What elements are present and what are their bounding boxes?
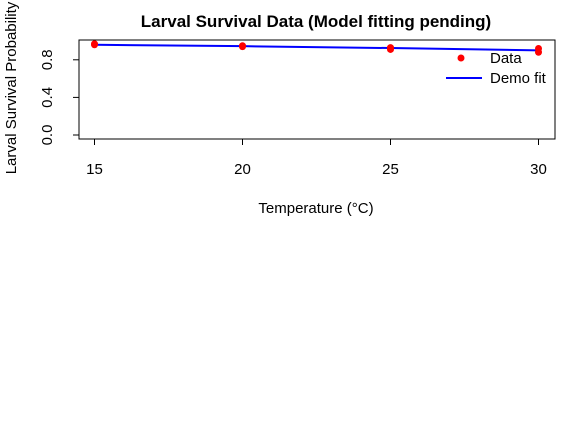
y-tick-label: 0.8	[39, 49, 56, 70]
legend: Data Demo fit	[446, 50, 547, 87]
data-point	[239, 43, 246, 51]
x-tick-label: 15	[86, 161, 103, 178]
legend-point-key	[457, 54, 465, 62]
x-tick-label: 20	[234, 161, 251, 178]
y-tick-label: 0.4	[39, 87, 56, 108]
chart-title: Larval Survival Data (Model fitting pend…	[141, 12, 491, 31]
chart-marks	[91, 40, 542, 56]
legend-entry-label: Demo fit	[490, 70, 547, 87]
x-tick-label: 30	[530, 161, 547, 178]
data-point	[387, 45, 394, 53]
fit-line	[94, 43, 539, 52]
data-point	[91, 41, 98, 49]
x-tick-label: 25	[382, 161, 399, 178]
x-axis-label: Temperature (°C)	[258, 200, 373, 217]
legend-entry-label: Data	[490, 50, 522, 67]
y-tick-label: 0.0	[39, 125, 56, 146]
plot-frame	[78, 39, 556, 140]
y-axis-label: Larval Survival Probability	[3, 1, 20, 174]
axes: 15 20 25 30 0.0 0.4 0.8	[39, 39, 556, 178]
data-point	[535, 48, 542, 56]
